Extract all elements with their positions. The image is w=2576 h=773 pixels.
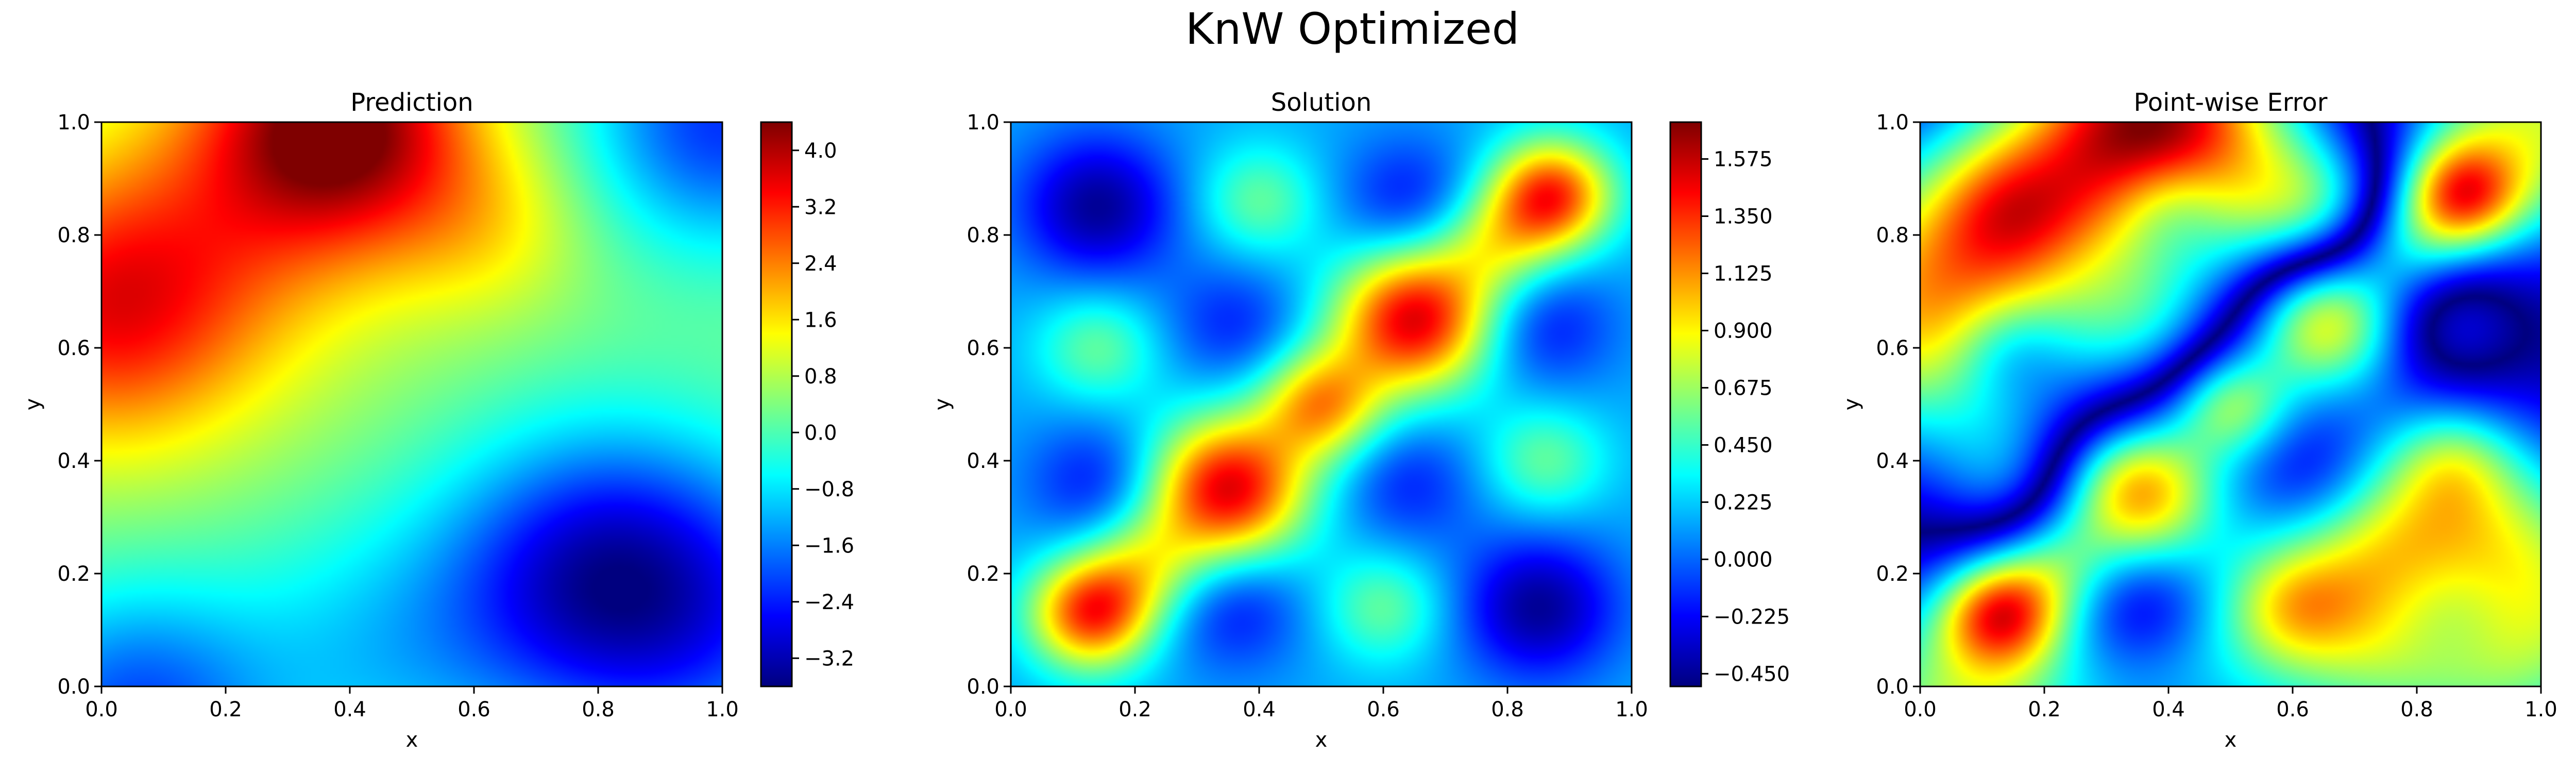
y-axis-label: y: [1840, 398, 1863, 411]
colorbar-tick-label: 1.575: [1714, 148, 1773, 172]
x-tick-label: 0.4: [1243, 698, 1276, 721]
colorbar-tick-label: 1.350: [1714, 205, 1773, 229]
panel-title: Prediction: [350, 88, 473, 117]
figure-title: KnW Optimized: [1185, 4, 1519, 54]
x-tick-label: 1.0: [2524, 698, 2557, 721]
colorbar-frame: [1669, 121, 1702, 687]
plot-frame: [1919, 121, 2542, 687]
y-tick-label: 0.2: [967, 562, 999, 586]
panel-2: Solution 0.0 0.2 0.4 0.6 0.8 1.0 0.0 0.2 0.4 0.6 0.…: [930, 88, 1790, 752]
panel-3: Point-wise Error 0.0 0.2 0.4 0.6 0.8 1.0 0.0 0.2…: [1840, 88, 2557, 752]
colorbar-tick-label: 2.4: [804, 252, 837, 276]
x-tick-label: 0.0: [994, 698, 1027, 721]
x-tick-label: 0.0: [1904, 698, 1937, 721]
panel-1: Prediction 0.0 0.2 0.4 0.6 0.8 1.0 0.0 0.2 0.4 0.6…: [21, 88, 854, 752]
colorbar-tick-label: 1.125: [1714, 262, 1773, 285]
x-tick-label: 0.2: [1118, 698, 1151, 721]
colorbar-tick-label: −0.225: [1714, 605, 1790, 629]
colorbar-tick-label: −0.450: [1714, 662, 1790, 686]
x-axis-label: x: [2225, 728, 2237, 752]
y-tick-label: 0.8: [967, 224, 999, 247]
colorbar-tick-label: 3.2: [804, 195, 837, 219]
colorbar-tick-label: 0.450: [1714, 433, 1773, 457]
x-tick-label: 0.4: [2152, 698, 2185, 721]
colorbar-tick-label: −2.4: [804, 591, 854, 614]
y-tick-label: 0.0: [1876, 675, 1909, 699]
y-tick-label: 0.0: [57, 675, 90, 699]
x-tick-label: 1.0: [1615, 698, 1648, 721]
heatmap-image: [101, 122, 722, 686]
x-tick-label: 0.0: [85, 698, 118, 721]
y-tick-label: 0.6: [57, 337, 90, 360]
colorbar-tick-label: 0.675: [1714, 376, 1773, 400]
plot-frame: [100, 121, 723, 687]
x-tick-label: 0.6: [2276, 698, 2309, 721]
plot-frame: [1010, 121, 1633, 687]
y-axis-label: y: [930, 398, 954, 411]
x-tick-label: 0.4: [333, 698, 366, 721]
x-tick-label: 1.0: [706, 698, 739, 721]
y-tick-label: 1.0: [1876, 111, 1909, 135]
colorbar-tick-label: 0.900: [1714, 319, 1773, 343]
colorbar: [761, 122, 792, 686]
colorbar-tick-label: 0.0: [804, 421, 837, 445]
colorbar-tick-label: 1.6: [804, 308, 837, 332]
y-tick-label: 0.4: [57, 449, 90, 473]
y-tick-label: 1.0: [967, 111, 999, 135]
panel-title: Point-wise Error: [2134, 88, 2328, 117]
x-tick-label: 0.2: [2028, 698, 2061, 721]
colorbar-frame: [760, 121, 793, 687]
y-tick-label: 0.4: [967, 449, 999, 473]
x-axis-label: x: [1315, 728, 1328, 752]
x-tick-label: 0.6: [1367, 698, 1400, 721]
y-axis-label: y: [21, 398, 45, 411]
y-tick-label: 0.8: [57, 224, 90, 247]
y-tick-label: 0.2: [57, 562, 90, 586]
colorbar-tick-label: −0.8: [804, 478, 854, 501]
y-tick-label: 0.6: [967, 337, 999, 360]
x-tick-label: 0.2: [209, 698, 242, 721]
colorbar: [1670, 122, 1701, 686]
colorbar-tick-label: −3.2: [804, 647, 854, 670]
y-tick-label: 0.2: [1876, 562, 1909, 586]
x-tick-label: 0.8: [2400, 698, 2433, 721]
x-tick-label: 0.8: [1491, 698, 1524, 721]
colorbar-tick-label: 0.225: [1714, 491, 1773, 514]
y-tick-label: 1.0: [57, 111, 90, 135]
y-tick-label: 0.8: [1876, 224, 1909, 247]
x-tick-label: 0.8: [582, 698, 615, 721]
y-tick-label: 0.4: [1876, 449, 1909, 473]
colorbar-tick-label: −1.6: [804, 534, 854, 558]
y-tick-label: 0.0: [967, 675, 999, 699]
heatmap-image: [1920, 122, 2541, 686]
colorbar-tick-label: 0.8: [804, 365, 837, 389]
colorbar-tick-label: 4.0: [804, 139, 837, 163]
panel-title: Solution: [1271, 88, 1372, 117]
x-tick-label: 0.6: [457, 698, 490, 721]
y-tick-label: 0.6: [1876, 337, 1909, 360]
x-axis-label: x: [406, 728, 418, 752]
colorbar-tick-label: 0.000: [1714, 548, 1773, 572]
heatmap-image: [1011, 122, 1632, 686]
